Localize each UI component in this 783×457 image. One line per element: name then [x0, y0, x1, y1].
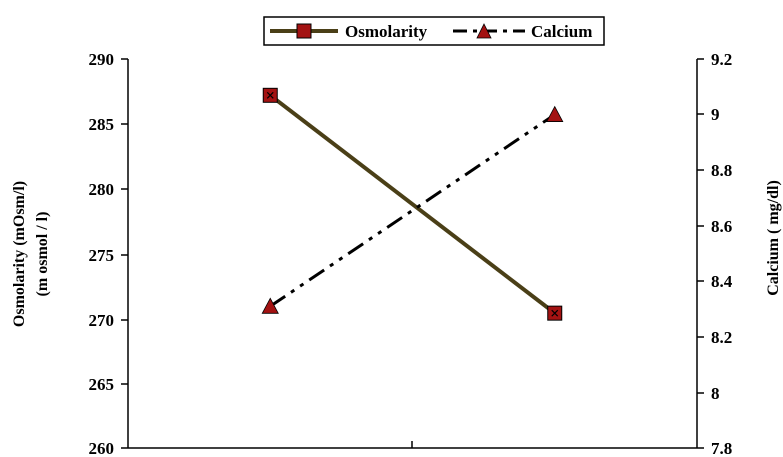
- legend-calcium-marker: [476, 23, 492, 39]
- left-tick-label-270: 270: [89, 311, 115, 330]
- left-tick-label-290: 290: [89, 50, 115, 69]
- right-tick-label-8.8: 8.8: [711, 161, 732, 180]
- right-tick-label-8: 8: [711, 384, 720, 403]
- right-tick-label-8.6: 8.6: [711, 217, 732, 236]
- legend-osmolarity-text: Osmolarity: [345, 22, 428, 41]
- right-axis-title: Calcium ( mg/dl): [765, 180, 782, 296]
- right-tick-label-9.2: 9.2: [711, 50, 732, 69]
- calcium-point-0: [261, 297, 279, 314]
- left-axis-title-line1: Osmolarity (mOsm/l): [11, 181, 28, 327]
- series-layer: [261, 87, 564, 321]
- left-axis-title-line2: (m osmol / l): [34, 212, 51, 297]
- right-tick-label-9: 9: [711, 105, 720, 124]
- left-tick-label-275: 275: [89, 246, 115, 265]
- right-tick-labels: 7.8 8 8.2 8.4 8.6 8.8 9 9.2: [711, 50, 733, 457]
- left-tick-labels: 260 265 270 275 280 285 290: [89, 50, 115, 457]
- osmolarity-point-cross-0: [266, 91, 274, 99]
- left-tick-marks: [121, 58, 128, 449]
- left-tick-label-280: 280: [89, 180, 115, 199]
- right-tick-label-7.8: 7.8: [711, 439, 732, 457]
- calcium-series-line: [269, 113, 556, 308]
- legend-osmolarity-marker: [296, 23, 312, 39]
- right-tick-label-8.2: 8.2: [711, 328, 732, 347]
- left-tick-label-285: 285: [89, 115, 115, 134]
- left-tick-label-265: 265: [89, 375, 115, 394]
- right-tick-marks: [697, 58, 704, 449]
- osmolarity-series-line: [269, 93, 556, 315]
- legend-calcium-text: Calcium: [531, 22, 592, 41]
- left-tick-label-260: 260: [89, 439, 115, 457]
- osmolarity-point-cross-1: [551, 309, 559, 317]
- legend: Osmolarity Calcium: [263, 16, 605, 46]
- calcium-point-1: [546, 105, 564, 122]
- right-tick-label-8.4: 8.4: [711, 272, 733, 291]
